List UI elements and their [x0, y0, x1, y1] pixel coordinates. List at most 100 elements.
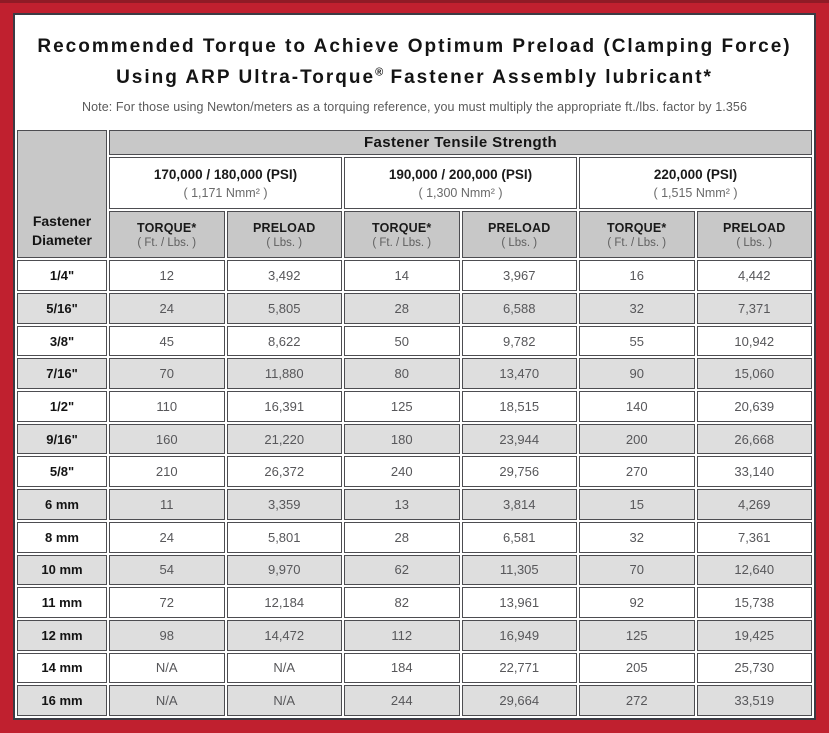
preload-value-cell: 11,880: [226, 358, 342, 390]
page-title: Recommended Torque to Achieve Optimum Pr…: [15, 33, 814, 91]
torque-value-cell: 72: [109, 587, 225, 618]
table-row: 3/8" 45 8,622 50 9,782 55 10,942: [17, 325, 812, 357]
preload-value-cell: 22,771: [461, 652, 577, 684]
preload-value-cell: 26,668: [696, 423, 812, 455]
preload-value-cell: 5,801: [226, 521, 342, 553]
psi-label: 220,000 (PSI): [653, 166, 738, 182]
table-row: 10 mm 54 9,970 62 11,305 70 12,640: [17, 554, 812, 586]
title-block: Recommended Torque to Achieve Optimum Pr…: [15, 15, 814, 114]
torque-value-cell: 160: [109, 423, 225, 455]
torque-value-cell: 82: [344, 587, 460, 618]
preload-value-cell: 18,515: [461, 391, 577, 422]
table-row: 5/8" 210 26,372 240 29,756 270 33,140: [17, 456, 812, 488]
torque-value-cell: 270: [579, 456, 695, 488]
torque-value-cell: 200: [579, 423, 695, 455]
torque-value-cell: 140: [579, 391, 695, 422]
fastener-diameter-header: Fastener Diameter: [17, 130, 107, 259]
table-row: 1/2" 110 16,391 125 18,515 140 20,639: [17, 391, 812, 422]
preload-value-cell: 19,425: [696, 619, 812, 651]
preload-value-cell: 6,581: [461, 521, 577, 553]
preload-value-cell: 13,470: [461, 358, 577, 390]
psi-label: 190,000 / 200,000 (PSI): [388, 166, 533, 182]
torque-value-cell: 62: [344, 554, 460, 586]
torque-value-cell: 12: [109, 260, 225, 292]
preload-value-cell: 15,738: [696, 587, 812, 618]
diameter-cell: 7/16": [17, 358, 107, 390]
torque-value-cell: 272: [579, 685, 695, 716]
preload-value-cell: 9,782: [461, 325, 577, 357]
table-row: 16 mm N/A N/A 244 29,664 272 33,519: [17, 685, 812, 716]
torque-value-cell: 92: [579, 587, 695, 618]
table-row: 7/16" 70 11,880 80 13,470 90 15,060: [17, 358, 812, 390]
torque-value-cell: 70: [579, 554, 695, 586]
psi-group-header-2: 190,000 / 200,000 (PSI) ( 1,300 Nmm² ): [344, 157, 577, 210]
preload-value-cell: 21,220: [226, 423, 342, 455]
content-panel: Recommended Torque to Achieve Optimum Pr…: [13, 13, 816, 720]
preload-value-cell: 3,967: [461, 260, 577, 292]
torque-value-cell: 32: [579, 293, 695, 324]
preload-value-cell: 14,472: [226, 619, 342, 651]
preload-value-cell: 5,805: [226, 293, 342, 324]
table-row: 9/16" 160 21,220 180 23,944 200 26,668: [17, 423, 812, 455]
torque-value-cell: 125: [579, 619, 695, 651]
nmm-label: ( 1,300 Nmm² ): [418, 185, 503, 200]
preload-value-cell: N/A: [226, 652, 342, 684]
torque-value-cell: 90: [579, 358, 695, 390]
torque-value-cell: N/A: [109, 685, 225, 716]
preload-value-cell: 3,492: [226, 260, 342, 292]
torque-value-cell: 244: [344, 685, 460, 716]
preload-value-cell: 3,814: [461, 489, 577, 520]
preload-value-cell: 10,942: [696, 325, 812, 357]
torque-value-cell: 13: [344, 489, 460, 520]
table-row: 12 mm 98 14,472 112 16,949 125 19,425: [17, 619, 812, 651]
preload-column-header: PRELOAD ( Lbs. ): [696, 211, 812, 259]
torque-column-header: TORQUE* ( Ft. / Lbs. ): [344, 211, 460, 259]
torque-value-cell: 16: [579, 260, 695, 292]
nmm-label: ( 1,171 Nmm² ): [183, 185, 268, 200]
psi-group-header-3: 220,000 (PSI) ( 1,515 Nmm² ): [579, 157, 812, 210]
torque-value-cell: 15: [579, 489, 695, 520]
diameter-cell: 1/2": [17, 391, 107, 422]
table-row: 5/16" 24 5,805 28 6,588 32 7,371: [17, 293, 812, 324]
torque-value-cell: N/A: [109, 652, 225, 684]
torque-value-cell: 14: [344, 260, 460, 292]
diameter-cell: 5/16": [17, 293, 107, 324]
preload-value-cell: 25,730: [696, 652, 812, 684]
torque-value-cell: 24: [109, 521, 225, 553]
torque-value-cell: 28: [344, 293, 460, 324]
diameter-cell: 8 mm: [17, 521, 107, 553]
preload-value-cell: 4,442: [696, 260, 812, 292]
torque-value-cell: 240: [344, 456, 460, 488]
torque-value-cell: 54: [109, 554, 225, 586]
diameter-cell: 14 mm: [17, 652, 107, 684]
preload-value-cell: 16,949: [461, 619, 577, 651]
preload-value-cell: 11,305: [461, 554, 577, 586]
preload-value-cell: 7,361: [696, 521, 812, 553]
title-line-1: Recommended Torque to Achieve Optimum Pr…: [37, 36, 792, 57]
diameter-cell: 5/8": [17, 456, 107, 488]
table-row: 14 mm N/A N/A 184 22,771 205 25,730: [17, 652, 812, 684]
torque-value-cell: 28: [344, 521, 460, 553]
torque-value-cell: 80: [344, 358, 460, 390]
preload-value-cell: 15,060: [696, 358, 812, 390]
note-text: Note: For those using Newton/meters as a…: [81, 100, 747, 115]
preload-value-cell: 12,184: [226, 587, 342, 618]
torque-value-cell: 110: [109, 391, 225, 422]
psi-label: 170,000 / 180,000 (PSI): [153, 166, 298, 182]
torque-value-cell: 50: [344, 325, 460, 357]
preload-value-cell: 6,588: [461, 293, 577, 324]
table-body: 1/4" 12 3,492 14 3,967 16 4,442 5/16" 24 5,805 28 6…: [17, 260, 812, 716]
torque-value-cell: 11: [109, 489, 225, 520]
torque-value-cell: 24: [109, 293, 225, 324]
preload-value-cell: 13,961: [461, 587, 577, 618]
preload-value-cell: 26,372: [226, 456, 342, 488]
psi-group-header-1: 170,000 / 180,000 (PSI) ( 1,171 Nmm² ): [109, 157, 342, 210]
torque-value-cell: 180: [344, 423, 460, 455]
diameter-cell: 16 mm: [17, 685, 107, 716]
preload-value-cell: 16,391: [226, 391, 342, 422]
table-row: 8 mm 24 5,801 28 6,581 32 7,361: [17, 521, 812, 553]
table-row: 1/4" 12 3,492 14 3,967 16 4,442: [17, 260, 812, 292]
preload-value-cell: 29,664: [461, 685, 577, 716]
preload-value-cell: 4,269: [696, 489, 812, 520]
table-row: 6 mm 11 3,359 13 3,814 15 4,269: [17, 489, 812, 520]
